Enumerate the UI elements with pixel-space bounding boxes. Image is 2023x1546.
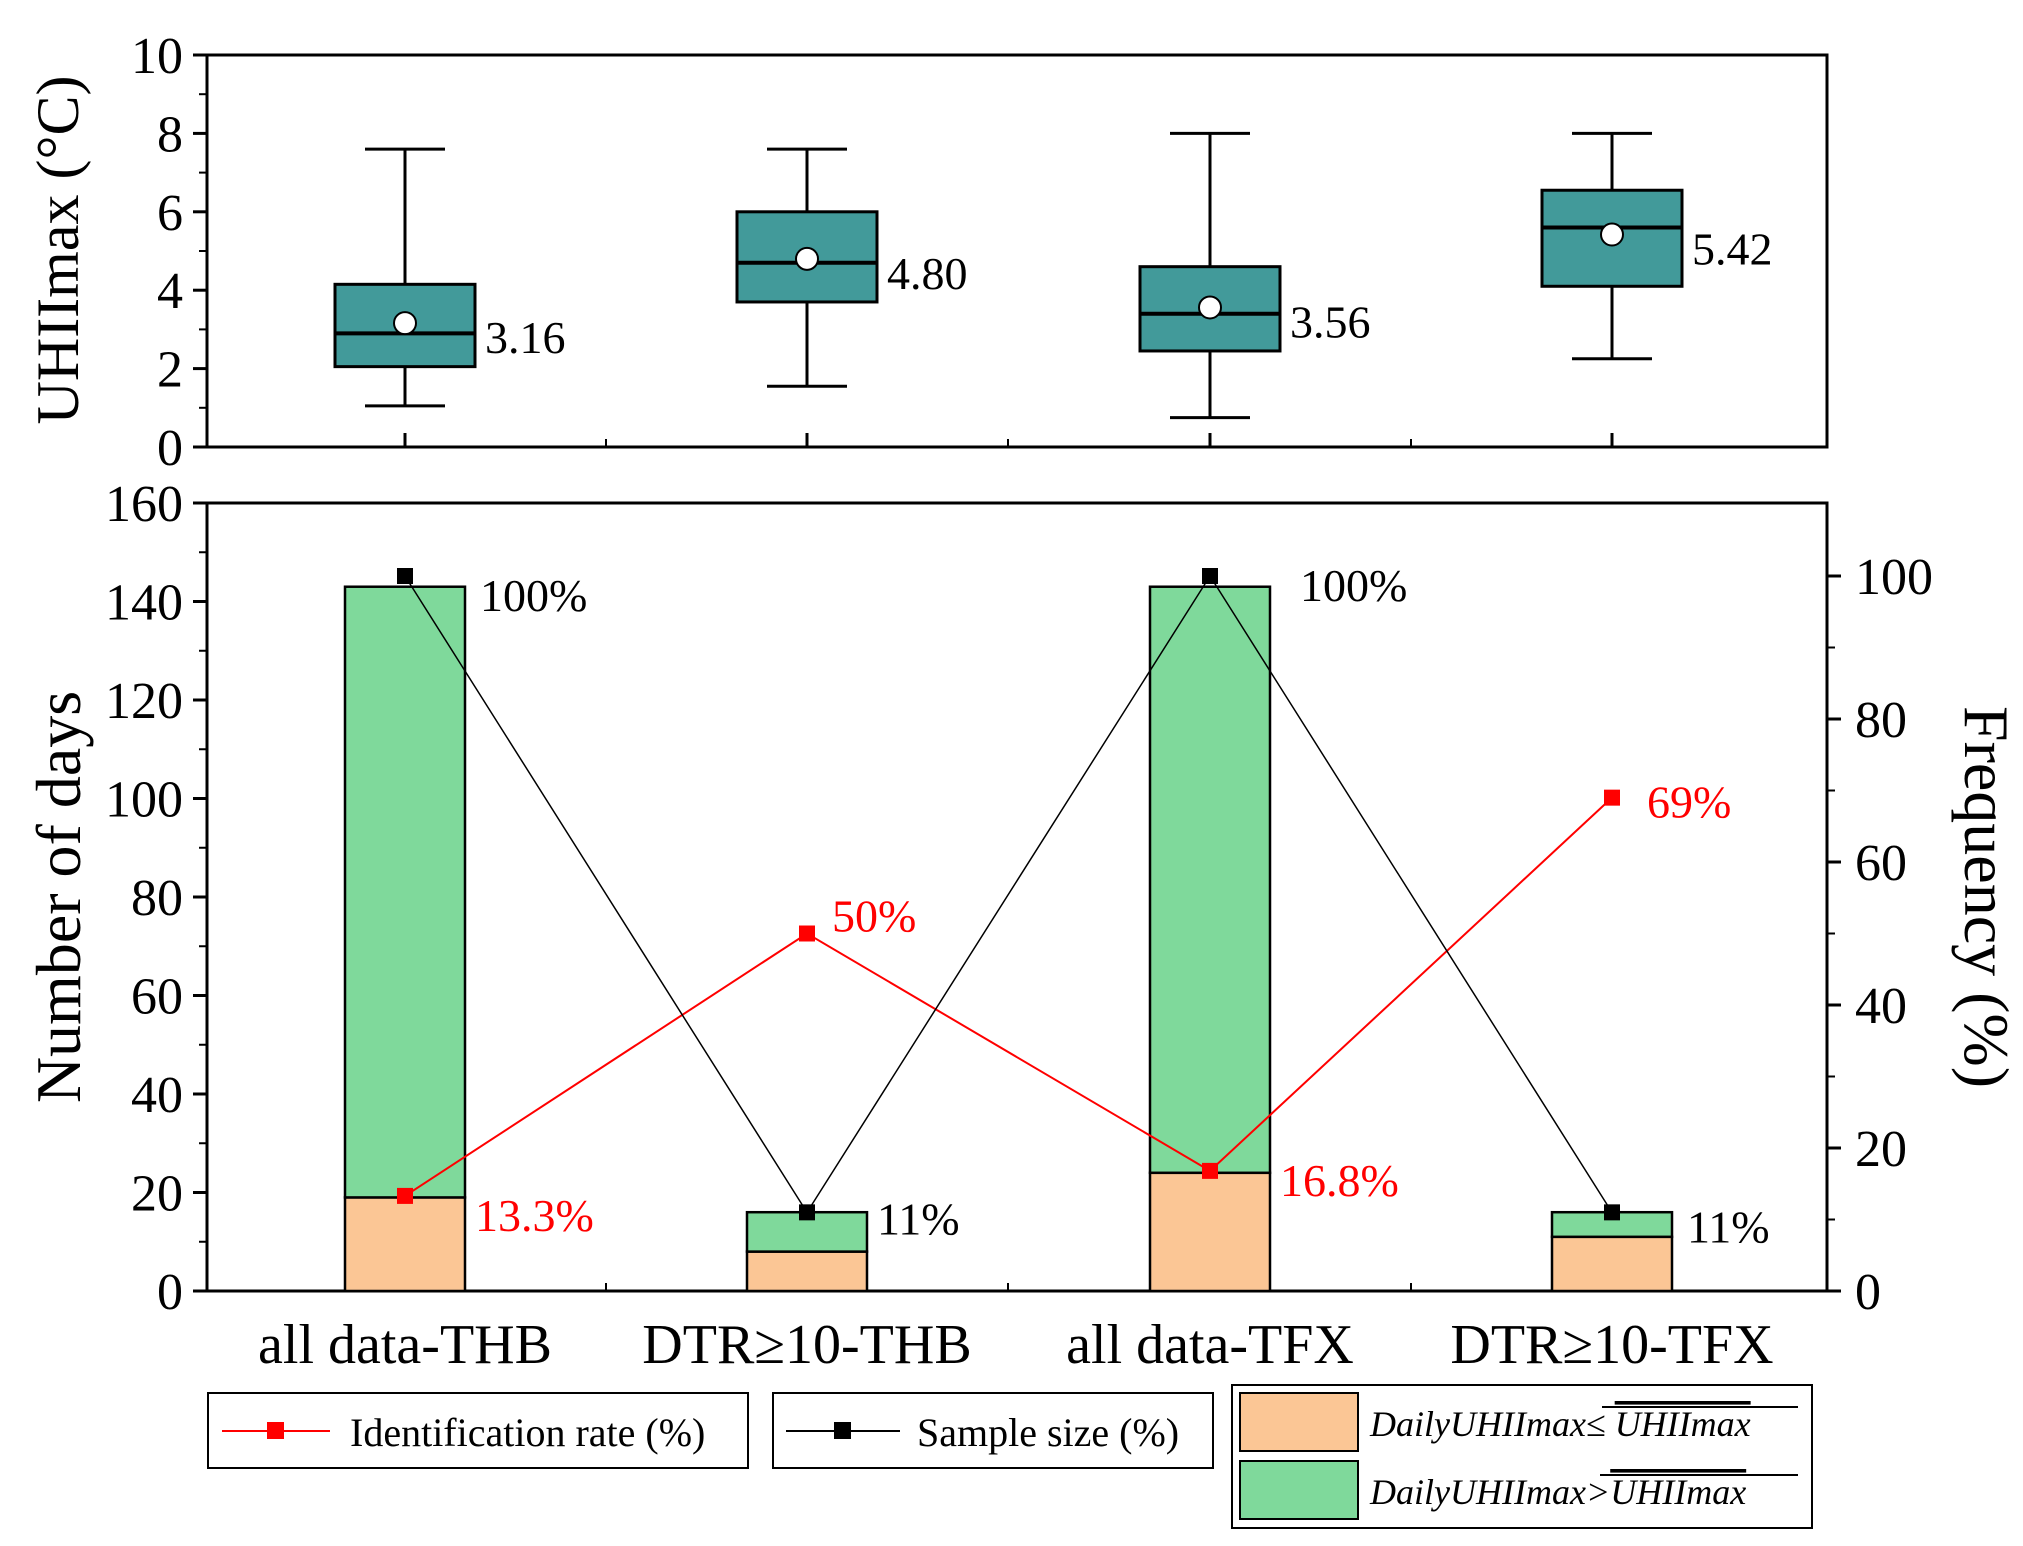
legend-le-overline: UHIImax: [1615, 1404, 1751, 1444]
legend-red-marker: [267, 1422, 284, 1439]
x-category-label: DTR≥10-TFX: [1450, 1314, 1773, 1376]
line-value-label: 11%: [877, 1193, 960, 1244]
y-tick-label: 120: [105, 673, 183, 730]
line-marker: [397, 1187, 413, 1204]
y2-tick-label: 60: [1855, 835, 1907, 892]
line-identification-rate: [404, 796, 1613, 1197]
box-plot-series: 3.16 4.80 3.56 5.42: [333, 131, 1773, 420]
line-series: 13.3% 50% 16.8% 69% 100% 11% 100% 11%: [397, 560, 1770, 1252]
y-tick-label: 6: [157, 185, 183, 242]
y-tick-label: 0: [157, 1264, 183, 1321]
box-3: 5.42: [1540, 131, 1773, 361]
legend: Identification rate (%) Sample size (%) …: [207, 1384, 1813, 1529]
legend-sample-size: Sample size (%): [772, 1392, 1214, 1469]
box-mean-label: 5.42: [1692, 224, 1773, 275]
y2-tick-label: 40: [1855, 978, 1907, 1035]
y-tick-label: 8: [157, 106, 183, 163]
box-0: 3.16: [333, 147, 566, 408]
bar-segment-0: [745, 1250, 869, 1293]
bar-y2-axis-title: Frequency (%): [1951, 706, 2022, 1088]
legend-identification-label: Identification rate (%): [350, 1410, 705, 1455]
legend-le-prefix: DailyUHIImax≤: [1369, 1404, 1615, 1444]
bar-segment-1: [343, 585, 467, 1199]
bar-panel: 0 20 40 60 80 100 120 140 160 0 20 40 60 80 100 13.3%…: [23, 476, 2022, 1376]
y-tick-label: 2: [157, 342, 183, 399]
legend-le-label: DailyUHIImax≤ UHIImax: [1369, 1404, 1751, 1444]
legend-gt-prefix: DailyUHIImax>: [1369, 1472, 1610, 1512]
bar-segment-0: [343, 1196, 467, 1293]
y2-tick-label: 0: [1855, 1264, 1881, 1321]
bar-y-axis-title: Number of days: [23, 691, 94, 1103]
bar-segment-1: [1148, 585, 1272, 1175]
box-1: 4.80: [735, 147, 968, 388]
legend-swatch-gt: [1239, 1460, 1359, 1520]
line-marker: [1604, 789, 1620, 806]
box-mean-marker: [1600, 222, 1624, 247]
line-value-label: 16.8%: [1280, 1155, 1399, 1206]
x-category-label: DTR≥10-THB: [642, 1314, 971, 1376]
y-tick-label: 100: [105, 772, 183, 829]
bar-y2-axis: 0 20 40 60 80 100: [1827, 549, 1933, 1321]
y2-tick-label: 20: [1855, 1121, 1907, 1178]
y-tick-label: 80: [131, 870, 183, 927]
line-marker: [1202, 1162, 1218, 1179]
bar-x-ticks: [403, 1277, 1614, 1291]
line-value-label: 13.3%: [475, 1190, 594, 1241]
y-tick-label: 0: [157, 420, 183, 477]
legend-gt-overline: UHIImax: [1610, 1472, 1746, 1512]
box-plot-y-axis: 0 2 4 6 8 10: [131, 28, 207, 477]
line-value-label: 11%: [1687, 1201, 1770, 1252]
y-tick-label: 140: [105, 575, 183, 632]
bar-segment-0: [1148, 1171, 1272, 1293]
box-mean-marker: [795, 246, 819, 271]
line-value-label: 100%: [1300, 560, 1407, 611]
box-2: 3.56: [1138, 131, 1371, 420]
legend-identification-rate: Identification rate (%): [207, 1392, 749, 1469]
line-value-label: 69%: [1647, 777, 1731, 828]
legend-sample-label: Sample size (%): [917, 1410, 1179, 1455]
line-value-label: 50%: [832, 891, 916, 942]
box-mean-marker: [1198, 295, 1222, 320]
legend-bar-series: DailyUHIImax≤ UHIImax DailyUHIImax>UHIIm…: [1231, 1384, 1813, 1529]
box-plot-panel: 0 2 4 6 8 10 3.16 4.80 3.56 5.42 UHIImax (°C): [25, 28, 1829, 477]
x-category-label: all data-THB: [258, 1314, 552, 1376]
legend-gt-label: DailyUHIImax>UHIImax: [1369, 1472, 1746, 1512]
box-plot-y-axis-title: UHIImax (°C): [25, 76, 91, 425]
y-tick-label: 20: [131, 1166, 183, 1223]
line-sample-size: [404, 574, 1613, 1214]
line-marker: [1604, 1204, 1620, 1221]
stacked-bars: [343, 585, 1674, 1293]
box-mean-marker: [393, 311, 417, 336]
category-labels: all data-THB DTR≥10-THB all data-TFX DTR≥10…: [258, 1314, 1774, 1376]
legend-swatch-le: [1239, 1392, 1359, 1452]
box-iqr: [735, 210, 879, 304]
legend-black-marker: [834, 1422, 851, 1439]
y2-tick-label: 100: [1855, 549, 1933, 606]
y2-tick-label: 80: [1855, 692, 1907, 749]
box-mean-label: 4.80: [887, 248, 968, 299]
bar-segment-0: [1550, 1235, 1674, 1293]
line-marker: [799, 925, 815, 942]
y-tick-label: 160: [105, 476, 183, 533]
x-category-label: all data-TFX: [1066, 1314, 1354, 1376]
line-marker: [397, 568, 413, 584]
y-tick-label: 60: [131, 969, 183, 1026]
y-tick-label: 40: [131, 1067, 183, 1124]
line-marker: [1202, 568, 1218, 584]
line-marker: [799, 1204, 815, 1221]
bar-y-axis: 0 20 40 60 80 100 120 140 160: [105, 476, 207, 1321]
box-mean-label: 3.16: [485, 312, 566, 363]
box-mean-label: 3.56: [1290, 296, 1371, 347]
y-tick-label: 4: [157, 263, 183, 320]
line-value-label: 100%: [480, 570, 587, 621]
y-tick-label: 10: [131, 28, 183, 85]
box-plot-x-ticks: [403, 433, 1614, 447]
